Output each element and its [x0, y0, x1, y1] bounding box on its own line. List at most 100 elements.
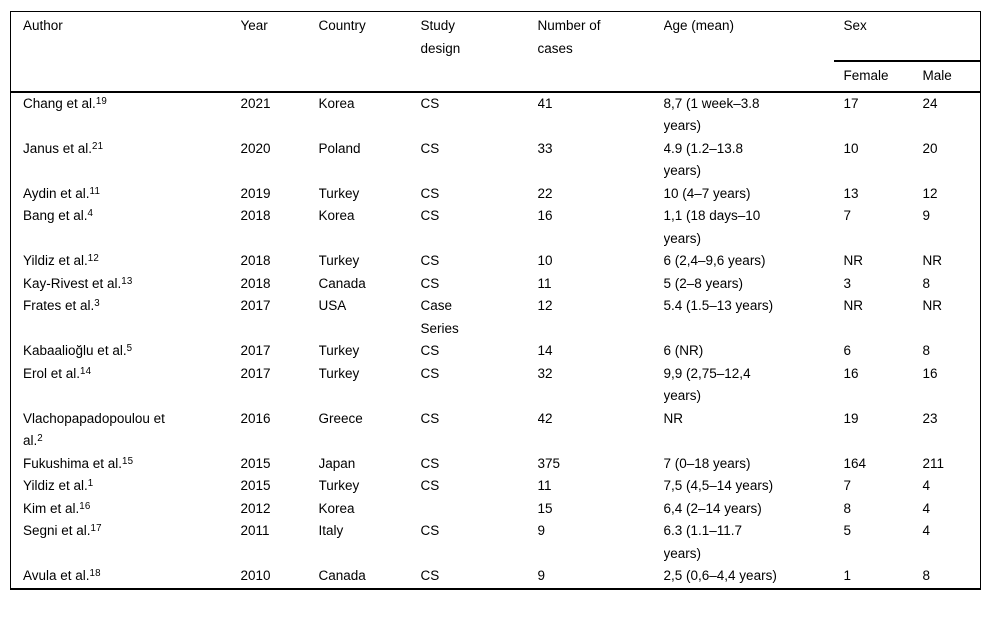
table-body: Chang et al.19 2021 Korea CS 41 8,7 (1 w… — [11, 92, 981, 589]
column-header-country: Country — [318, 18, 366, 33]
reference-superscript: 21 — [92, 140, 104, 152]
subheader-row: Female Male — [11, 61, 981, 92]
cell-year: 2020 — [240, 140, 271, 156]
cell-female: 13 — [843, 185, 859, 201]
table-row: Bang et al.4 2018 Korea CS 16 1,1 (18 da… — [11, 205, 981, 250]
cell-female: 1 — [843, 568, 852, 583]
cell-female: NR — [843, 298, 864, 313]
cell-country: Turkey — [318, 478, 360, 493]
reference-superscript: 18 — [89, 568, 101, 579]
cell-study-design: CS — [420, 140, 440, 156]
cell-female: 7 — [843, 208, 852, 223]
column-header-sex: Sex — [833, 11, 981, 62]
reference-superscript: 15 — [122, 455, 134, 467]
cell-male: NR — [922, 253, 943, 268]
cell-author: Janus et al.21 — [11, 138, 241, 183]
cell-year: 2015 — [240, 478, 271, 493]
cell-age: 6,4 (2–14 years) — [663, 500, 762, 516]
cell-country: Korea — [318, 208, 355, 223]
cell-author: Avula et al.18 — [11, 565, 241, 589]
cell-age: 10 (4–7 years) — [663, 185, 751, 201]
cell-female: 16 — [843, 365, 859, 381]
cell-male: 24 — [922, 95, 938, 111]
cell-year: 2015 — [240, 455, 271, 471]
table-row: Janus et al.21 2020 Poland CS 33 4.9 (1.… — [11, 138, 981, 183]
cell-study-design: CS — [420, 95, 440, 111]
cell-female: 6 — [843, 343, 852, 358]
cell-cases: 16 — [537, 208, 553, 223]
cell-author: Kim et al.16 — [11, 498, 241, 521]
cell-author: Aydin et al.11 — [11, 183, 241, 206]
reference-superscript: 2 — [37, 433, 43, 444]
cell-male: 4 — [922, 500, 931, 516]
cell-country: Turkey — [318, 185, 360, 201]
reference-superscript: 13 — [121, 275, 133, 287]
reference-superscript: 3 — [94, 298, 100, 309]
cell-cases: 41 — [537, 95, 553, 111]
table-row: Fukushima et al.15 2015 Japan CS 375 7 (… — [11, 453, 981, 476]
author-name: Yildiz et al. — [23, 253, 88, 268]
column-header-author: Author — [23, 18, 63, 33]
cell-country: Turkey — [318, 365, 360, 381]
cell-male: 9 — [922, 208, 931, 223]
cell-male: 23 — [922, 410, 938, 426]
cell-age: 2,5 (0,6–4,4 years) — [663, 568, 777, 583]
cell-country: Poland — [318, 140, 361, 156]
cell-cases: 11 — [537, 275, 552, 291]
cell-year: 2018 — [240, 208, 271, 223]
cell-study-design: CS — [420, 568, 440, 583]
reference-superscript: 14 — [80, 365, 92, 377]
cell-study-design: CS — [420, 343, 440, 358]
author-name: Fukushima et al. — [23, 455, 123, 471]
cell-female: 10 — [843, 140, 859, 156]
cell-age: 6 (2,4–9,6 years) — [663, 253, 766, 268]
cell-country: Canada — [318, 568, 366, 583]
author-name: Bang et al. — [23, 208, 88, 223]
reference-superscript: 16 — [79, 500, 91, 512]
cell-male: 4 — [922, 523, 931, 538]
author-name: Frates et al. — [23, 298, 95, 313]
cell-author: Yildiz et al.1 — [11, 475, 241, 498]
cell-country: Korea — [318, 95, 355, 111]
cell-female: 8 — [843, 500, 852, 516]
cell-country: Italy — [318, 523, 344, 538]
table-row: Kim et al.16 2012 Korea 15 6,4 (2–14 yea… — [11, 498, 981, 521]
cell-female: 7 — [843, 478, 852, 493]
cell-author: Yildiz et al.12 — [11, 250, 241, 273]
cell-male: NR — [922, 298, 943, 313]
cell-cases: 14 — [537, 343, 553, 358]
cell-cases: 10 — [537, 253, 553, 268]
cell-country: Turkey — [318, 253, 360, 268]
cell-year: 2021 — [240, 95, 271, 111]
cell-age: 7 (0–18 years) — [663, 455, 751, 471]
cell-female: 164 — [843, 455, 867, 471]
cell-male: 8 — [922, 343, 931, 358]
cell-study-design: CS — [420, 275, 440, 291]
cell-male: 211 — [922, 455, 945, 471]
header-row: Author Year Country Study design Number … — [11, 11, 981, 62]
cell-cases: 32 — [537, 365, 553, 381]
reference-superscript: 4 — [87, 208, 94, 219]
cell-study-design: CS — [420, 478, 440, 493]
cell-female: 19 — [843, 410, 859, 426]
reference-superscript: 1 — [87, 478, 94, 489]
author-name: Kay-Rivest et al. — [23, 275, 122, 291]
cell-study-design: Case Series — [420, 298, 459, 336]
cell-country: Korea — [318, 500, 355, 516]
author-name: Aydin et al. — [23, 185, 90, 201]
table-row: Segni et al.17 2011 Italy CS 9 6.3 (1.1–… — [11, 520, 981, 565]
cell-year: 2010 — [240, 568, 271, 583]
column-header-year: Year — [240, 18, 268, 33]
author-name: Kim et al. — [23, 500, 80, 516]
cell-male: 8 — [922, 275, 931, 291]
cell-cases: 42 — [537, 410, 553, 426]
cell-author: Chang et al.19 — [11, 92, 241, 138]
cell-male: 4 — [922, 478, 931, 493]
cell-male: 12 — [922, 185, 938, 201]
cell-cases: 11 — [537, 478, 552, 493]
column-header-male: Male — [922, 67, 952, 83]
cell-cases: 22 — [537, 185, 553, 201]
paper-page: Author Year Country Study design Number … — [0, 11, 992, 617]
reference-superscript: 11 — [89, 185, 101, 197]
cell-author: Bang et al.4 — [11, 205, 241, 250]
